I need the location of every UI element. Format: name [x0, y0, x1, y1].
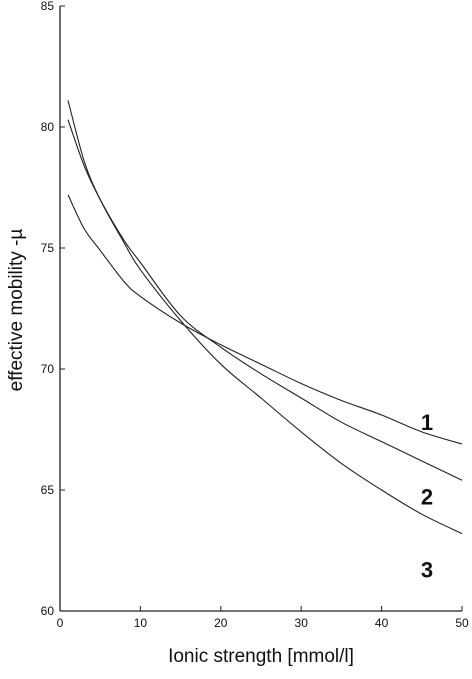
y-tick-label: 75: [41, 241, 55, 255]
x-tick-label: 0: [57, 616, 64, 630]
series-labels: 1 2 3: [421, 410, 433, 583]
y-tick-label: 70: [41, 362, 55, 376]
series-label-3: 3: [421, 558, 433, 583]
y-tick-label: 60: [41, 604, 55, 618]
y-tick-label: 80: [41, 120, 55, 134]
x-tick-label: 20: [214, 616, 228, 630]
x-tick-label: 50: [455, 616, 469, 630]
x-tick-label: 40: [375, 616, 389, 630]
series-line-3: [67, 100, 463, 535]
y-tick-label: 65: [41, 483, 55, 497]
series-label-1: 1: [421, 410, 433, 435]
x-axis-title: Ionic strength [mmol/l]: [168, 646, 354, 667]
y-axis-title: effective mobility -µ: [6, 229, 27, 392]
series-line-1: [67, 194, 463, 445]
ticks: 0 10 20 30 40 50 60 65 70 75 80 85: [41, 0, 469, 630]
series-label-2: 2: [421, 484, 433, 509]
x-tick-label: 10: [134, 616, 148, 630]
axes: [59, 6, 462, 612]
x-tick-label: 30: [295, 616, 309, 630]
series-line-2: [67, 119, 463, 481]
y-tick-label: 85: [41, 0, 55, 13]
series: [67, 100, 463, 535]
